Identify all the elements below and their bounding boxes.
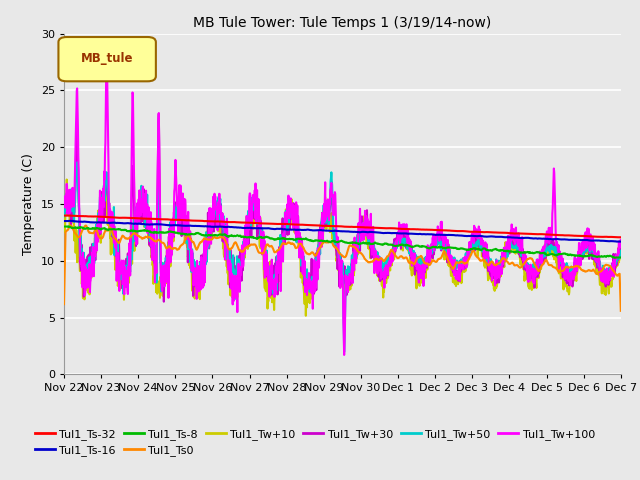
- Tul1_Tw+30: [160, 299, 168, 304]
- Tul1_Tw+100: [246, 204, 254, 210]
- Tul1_Ts-16: [171, 222, 179, 228]
- Tul1_Tw+30: [172, 203, 179, 209]
- Tul1_Tw+30: [247, 198, 255, 204]
- Tul1_Tw+50: [74, 159, 81, 165]
- Tul1_Ts-32: [170, 217, 178, 223]
- Line: Tul1_Tw+100: Tul1_Tw+100: [64, 54, 621, 355]
- Tul1_Ts0: [60, 301, 68, 307]
- Tul1_Ts-32: [60, 213, 68, 218]
- Tul1_Ts0: [67, 223, 75, 228]
- Tul1_Tw+30: [185, 246, 193, 252]
- Tul1_Ts-8: [502, 249, 509, 254]
- Tul1_Tw+50: [171, 222, 179, 228]
- Tul1_Tw+50: [246, 209, 254, 215]
- Tul1_Tw+100: [552, 216, 559, 222]
- Tul1_Tw+30: [617, 252, 625, 257]
- Tul1_Ts-16: [617, 239, 625, 244]
- Tul1_Ts0: [502, 258, 509, 264]
- Tul1_Ts-8: [617, 254, 625, 260]
- Tul1_Ts0: [429, 257, 437, 263]
- Y-axis label: Temperature (C): Temperature (C): [22, 153, 35, 255]
- Tul1_Tw+100: [60, 204, 68, 209]
- Tul1_Tw+50: [184, 246, 192, 252]
- Tul1_Ts-16: [184, 223, 192, 228]
- Tul1_Ts-16: [60, 218, 68, 224]
- Tul1_Ts-8: [184, 231, 192, 237]
- Tul1_Tw+50: [502, 250, 510, 256]
- Line: Tul1_Tw+10: Tul1_Tw+10: [64, 180, 621, 316]
- Tul1_Ts0: [617, 308, 625, 314]
- Tul1_Tw+100: [502, 248, 510, 253]
- FancyBboxPatch shape: [58, 37, 156, 81]
- Tul1_Tw+50: [429, 243, 437, 249]
- Tul1_Ts-16: [502, 234, 509, 240]
- Tul1_Tw+10: [552, 249, 559, 254]
- Tul1_Ts-32: [551, 232, 559, 238]
- Tul1_Ts-32: [184, 217, 191, 223]
- Tul1_Tw+30: [429, 236, 437, 241]
- Tul1_Ts-8: [611, 255, 619, 261]
- Tul1_Ts-8: [246, 234, 254, 240]
- Tul1_Ts-8: [429, 244, 437, 250]
- Tul1_Ts-8: [551, 252, 559, 258]
- Line: Tul1_Ts-8: Tul1_Ts-8: [64, 227, 621, 258]
- Tul1_Tw+50: [60, 210, 68, 216]
- Tul1_Tw+100: [340, 352, 348, 358]
- Tul1_Tw+10: [63, 177, 70, 182]
- Tul1_Ts-32: [502, 230, 509, 236]
- Line: Tul1_Ts0: Tul1_Ts0: [64, 226, 621, 311]
- Legend: Tul1_Ts-32, Tul1_Ts-16, Tul1_Ts-8, Tul1_Ts0, Tul1_Tw+10, Tul1_Tw+30, Tul1_Tw+50,: Tul1_Ts-32, Tul1_Ts-16, Tul1_Ts-8, Tul1_…: [31, 424, 599, 460]
- Tul1_Ts0: [171, 245, 179, 251]
- Line: Tul1_Tw+50: Tul1_Tw+50: [64, 162, 621, 352]
- Tul1_Ts-32: [246, 220, 254, 226]
- Tul1_Ts-32: [617, 234, 625, 240]
- Tul1_Ts-32: [614, 234, 621, 240]
- Tul1_Tw+30: [552, 248, 559, 254]
- Tul1_Tw+10: [429, 237, 437, 242]
- Tul1_Tw+30: [502, 250, 510, 255]
- Tul1_Tw+10: [60, 201, 68, 207]
- Tul1_Tw+30: [155, 111, 163, 117]
- Tul1_Tw+10: [171, 208, 179, 214]
- Tul1_Ts0: [551, 264, 559, 270]
- Tul1_Tw+10: [246, 223, 254, 229]
- Text: MB_tule: MB_tule: [81, 52, 133, 65]
- Tul1_Ts-16: [246, 225, 254, 231]
- Tul1_Ts-16: [429, 232, 437, 238]
- Tul1_Tw+10: [502, 255, 510, 261]
- Tul1_Tw+10: [184, 251, 192, 257]
- Tul1_Tw+50: [552, 250, 559, 255]
- Line: Tul1_Ts-32: Tul1_Ts-32: [64, 216, 621, 237]
- Tul1_Ts0: [184, 233, 192, 239]
- Line: Tul1_Tw+30: Tul1_Tw+30: [64, 114, 621, 301]
- Tul1_Tw+10: [617, 245, 625, 251]
- Tul1_Ts-16: [551, 236, 559, 242]
- Tul1_Tw+100: [171, 185, 179, 191]
- Tul1_Tw+50: [340, 349, 348, 355]
- Line: Tul1_Ts-16: Tul1_Ts-16: [64, 221, 621, 241]
- Tul1_Tw+10: [302, 313, 310, 319]
- Tul1_Ts-8: [171, 230, 179, 236]
- Tul1_Ts-8: [65, 224, 72, 229]
- Tul1_Ts-32: [429, 227, 436, 233]
- Tul1_Ts-16: [613, 239, 621, 244]
- Tul1_Tw+100: [429, 231, 437, 237]
- Tul1_Ts0: [246, 242, 254, 248]
- Tul1_Tw+100: [617, 237, 625, 243]
- Tul1_Tw+100: [103, 51, 111, 57]
- Title: MB Tule Tower: Tule Temps 1 (3/19/14-now): MB Tule Tower: Tule Temps 1 (3/19/14-now…: [193, 16, 492, 30]
- Tul1_Ts-16: [67, 218, 74, 224]
- Tul1_Ts-8: [60, 224, 68, 229]
- Tul1_Tw+30: [60, 210, 68, 216]
- Tul1_Tw+100: [184, 209, 192, 215]
- Tul1_Tw+50: [617, 248, 625, 253]
